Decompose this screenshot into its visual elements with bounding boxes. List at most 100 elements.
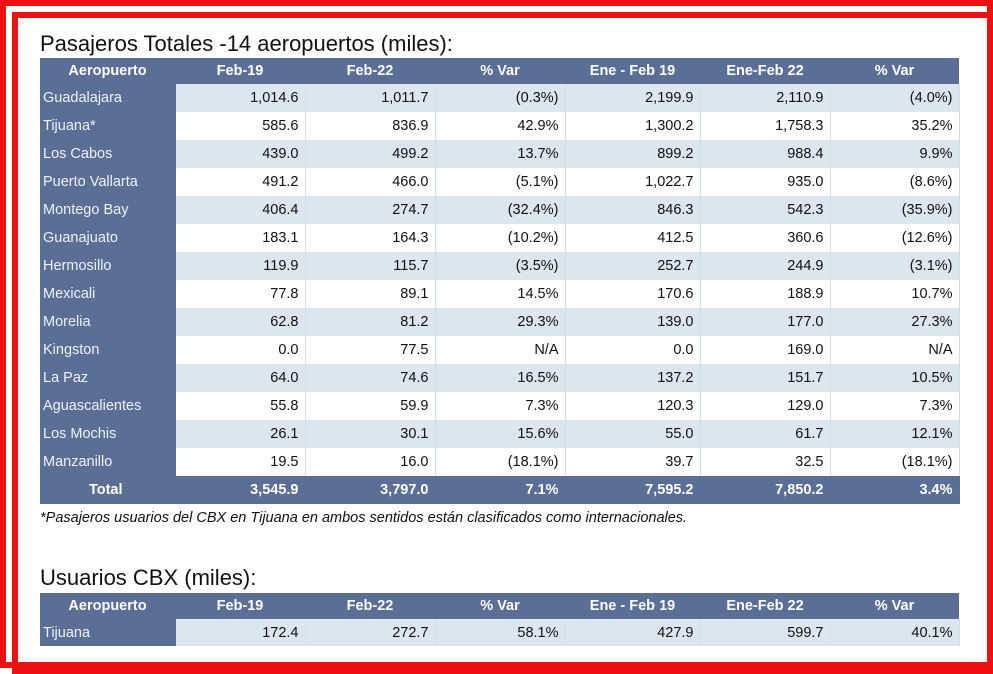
passengers-table: Aeropuerto Feb-19 Feb-22 % Var Ene - Feb… — [40, 58, 960, 504]
table-cell: 9.9% — [830, 140, 960, 168]
table-cell: 499.2 — [305, 140, 436, 168]
table-cell: 115.7 — [305, 252, 436, 280]
header-var-month: % Var — [435, 58, 565, 84]
total-row: Total 3,545.9 3,797.0 7.1% 7,595.2 7,850… — [40, 476, 960, 504]
table-cell: 183.1 — [175, 224, 306, 252]
header-ene-feb-19: Ene - Feb 19 — [565, 58, 700, 84]
header-feb-19: Feb-19 — [175, 593, 305, 619]
table-cell: 16.0 — [305, 448, 436, 476]
table-row: Guadalajara 1,014.6 1,011.7 (0.3%) 2,199.9 2,… — [40, 84, 960, 112]
table2-title: Usuarios CBX (miles): — [40, 565, 257, 590]
table-cell: 13.7% — [435, 140, 566, 168]
table-cell: 59.9 — [305, 392, 436, 420]
airport-name: Tijuana* — [40, 112, 176, 140]
airport-name: Aguascalientes — [40, 392, 176, 420]
header-feb-22: Feb-22 — [305, 593, 435, 619]
table-cell: (10.2%) — [435, 224, 566, 252]
table-cell: 406.4 — [175, 196, 306, 224]
table-cell: (0.3%) — [435, 84, 566, 112]
table-cell: 272.7 — [305, 619, 436, 646]
table-cell: (12.6%) — [830, 224, 960, 252]
table-cell: 1,300.2 — [565, 112, 701, 140]
table-cell: 169.0 — [700, 336, 831, 364]
table-cell: 846.3 — [565, 196, 701, 224]
footnote: *Pasajeros usuarios del CBX en Tijuana e… — [40, 510, 688, 526]
table-cell: 137.2 — [565, 364, 701, 392]
table-cell: 139.0 — [565, 308, 701, 336]
table-cell: 120.3 — [565, 392, 701, 420]
table-cell: 1,022.7 — [565, 168, 701, 196]
table-cell: 274.7 — [305, 196, 436, 224]
table-cell: 10.5% — [830, 364, 960, 392]
table-cell: 466.0 — [305, 168, 436, 196]
airport-name: Kingston — [40, 336, 176, 364]
table-cell: (5.1%) — [435, 168, 566, 196]
table-cell: 12.1% — [830, 420, 960, 448]
table2-header-row: Aeropuerto Feb-19 Feb-22 % Var Ene - Feb… — [40, 593, 959, 619]
table-cell: 360.6 — [700, 224, 831, 252]
table-cell: 15.6% — [435, 420, 566, 448]
table-cell: 427.9 — [565, 619, 701, 646]
table-row: Aguascalientes 55.8 59.9 7.3% 120.3 129.0 7.3% — [40, 392, 960, 420]
header-var-month: % Var — [435, 593, 565, 619]
table-cell: 40.1% — [830, 619, 960, 646]
airport-name: Mexicali — [40, 280, 176, 308]
table-row: Hermosillo 119.9 115.7 (3.5%) 252.7 244.9 (3.1… — [40, 252, 960, 280]
table-cell: 188.9 — [700, 280, 831, 308]
table-cell: 836.9 — [305, 112, 436, 140]
header-ene-feb-19: Ene - Feb 19 — [565, 593, 700, 619]
airport-name: Guanajuato — [40, 224, 176, 252]
table-row: Guanajuato 183.1 164.3 (10.2%) 412.5 360.6 (12… — [40, 224, 960, 252]
table-cell: 129.0 — [700, 392, 831, 420]
table1-header-row: Aeropuerto Feb-19 Feb-22 % Var Ene - Feb… — [40, 58, 959, 84]
table-row: Mexicali 77.8 89.1 14.5% 170.6 188.9 10.7% — [40, 280, 960, 308]
table-cell: (35.9%) — [830, 196, 960, 224]
airport-name: Los Cabos — [40, 140, 176, 168]
table-cell: 172.4 — [175, 619, 306, 646]
table-cell: 89.1 — [305, 280, 436, 308]
table-cell: (8.6%) — [830, 168, 960, 196]
table-cell: 19.5 — [175, 448, 306, 476]
table-cell: 30.1 — [305, 420, 436, 448]
table-cell: 7.3% — [435, 392, 566, 420]
header-feb-19: Feb-19 — [175, 58, 305, 84]
table-cell: 77.8 — [175, 280, 306, 308]
table-cell: 1,014.6 — [175, 84, 306, 112]
table-cell: 2,110.9 — [700, 84, 831, 112]
table-cell: 32.5 — [700, 448, 831, 476]
table-cell: 599.7 — [700, 619, 831, 646]
table-row: Kingston 0.0 77.5 N/A 0.0 169.0 N/A — [40, 336, 960, 364]
table-cell: 55.0 — [565, 420, 701, 448]
table-row: Tijuana* 585.6 836.9 42.9% 1,300.2 1,758.3 35.… — [40, 112, 960, 140]
table-cell: 55.8 — [175, 392, 306, 420]
table-row: Puerto Vallarta 491.2 466.0 (5.1%) 1,022.7 93… — [40, 168, 960, 196]
table-cell: 244.9 — [700, 252, 831, 280]
table-cell: 412.5 — [565, 224, 701, 252]
table-cell: 58.1% — [435, 619, 566, 646]
table-cell: 1,011.7 — [305, 84, 436, 112]
table-cell: 1,758.3 — [700, 112, 831, 140]
header-var-ytd: % Var — [830, 58, 959, 84]
header-var-ytd: % Var — [830, 593, 959, 619]
table-cell: 542.3 — [700, 196, 831, 224]
table-cell: 10.7% — [830, 280, 960, 308]
table-cell: (32.4%) — [435, 196, 566, 224]
table-cell: (4.0%) — [830, 84, 960, 112]
table-cell: 177.0 — [700, 308, 831, 336]
table-cell: 14.5% — [435, 280, 566, 308]
airport-name: Manzanillo — [40, 448, 176, 476]
table-cell: (18.1%) — [435, 448, 566, 476]
header-aeropuerto: Aeropuerto — [40, 58, 175, 84]
airport-name: Guadalajara — [40, 84, 176, 112]
table-cell: 252.7 — [565, 252, 701, 280]
table-cell: 988.4 — [700, 140, 831, 168]
table-row: Morelia 62.8 81.2 29.3% 139.0 177.0 27.3% — [40, 308, 960, 336]
table-cell: 26.1 — [175, 420, 306, 448]
table-cell: 491.2 — [175, 168, 306, 196]
header-aeropuerto: Aeropuerto — [40, 593, 175, 619]
table-row: La Paz 64.0 74.6 16.5% 137.2 151.7 10.5% — [40, 364, 960, 392]
table-row: Los Mochis 26.1 30.1 15.6% 55.0 61.7 12.1% — [40, 420, 960, 448]
table-cell: 170.6 — [565, 280, 701, 308]
airport-name: Los Mochis — [40, 420, 176, 448]
table-cell: 74.6 — [305, 364, 436, 392]
